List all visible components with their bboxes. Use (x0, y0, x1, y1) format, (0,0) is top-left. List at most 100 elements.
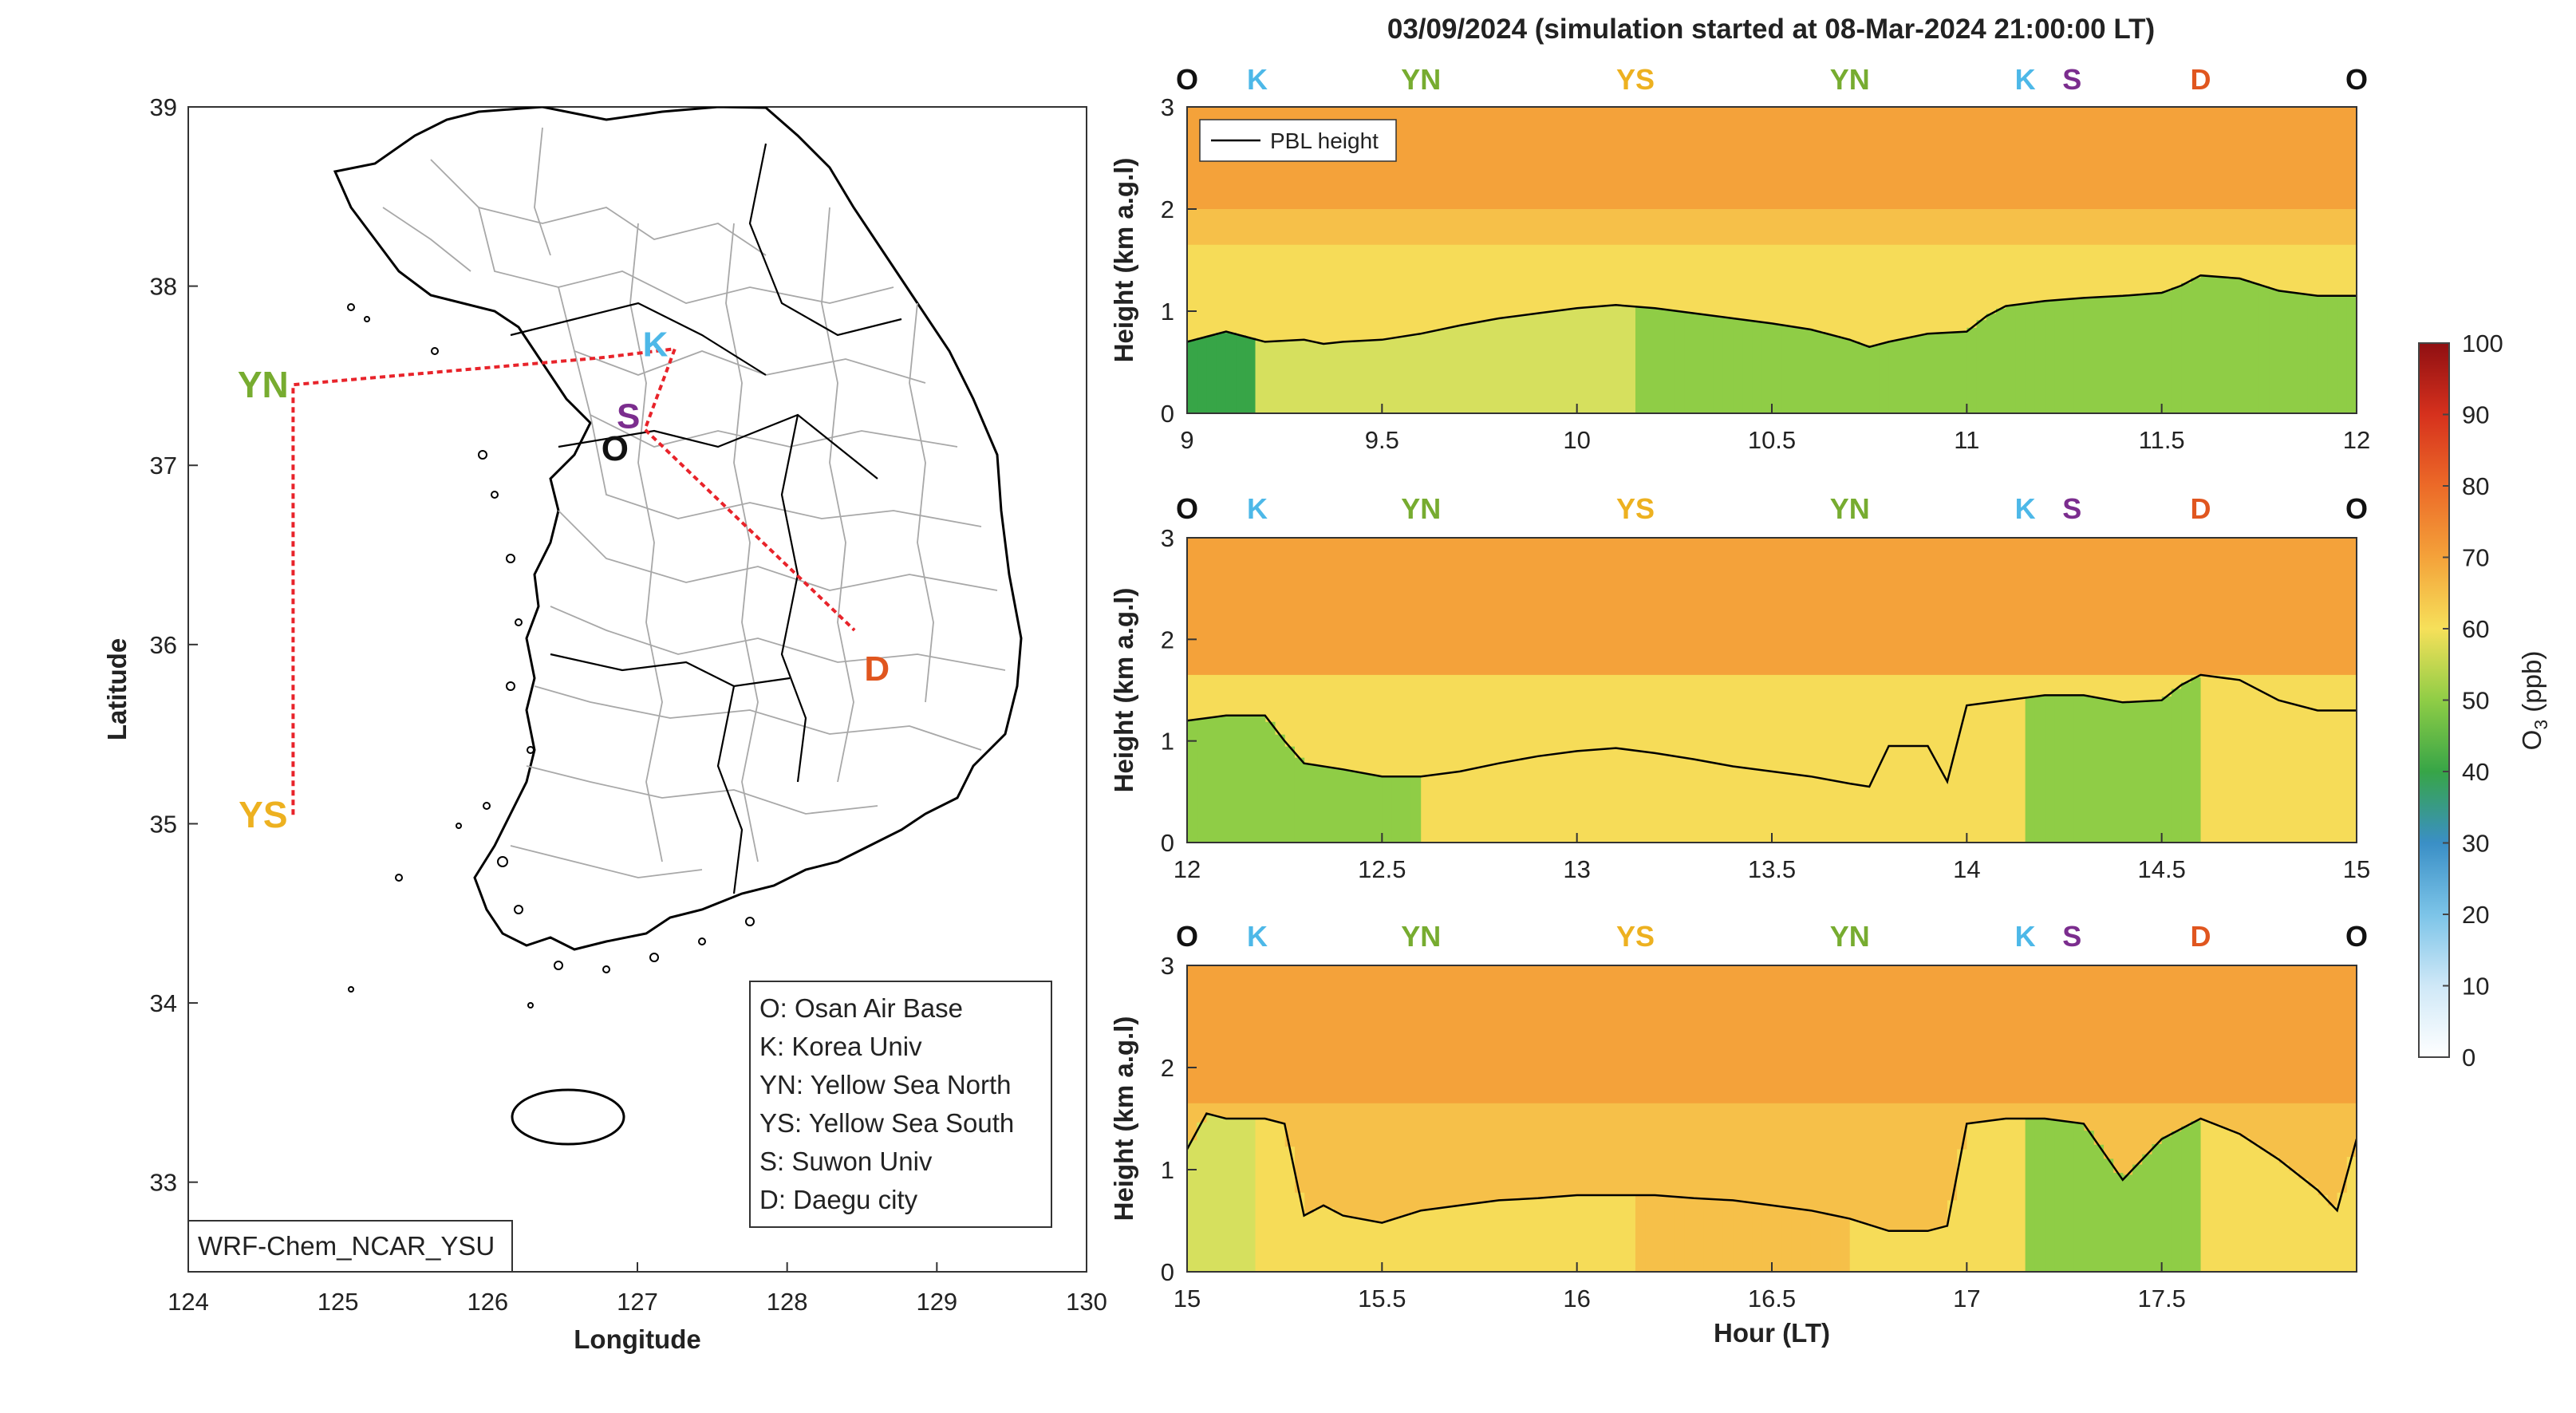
o3-boundary-layer-cell (1742, 1202, 1753, 1272)
o3-boundary-layer-cell (2015, 1119, 2026, 1272)
o3-boundary-layer-cell (1898, 338, 1909, 413)
o3-boundary-layer-cell (1460, 770, 1470, 843)
o3-boundary-layer-cell (2327, 1205, 2338, 1272)
o3-boundary-layer-cell (1450, 772, 1461, 843)
o3-boundary-layer-cell (1430, 330, 1442, 413)
o3-boundary-layer-cell (1498, 762, 1509, 843)
station-label-ys: YS (1616, 492, 1655, 525)
o3-boundary-layer-cell (2200, 675, 2211, 843)
o3-boundary-layer-cell (1713, 1199, 1724, 1272)
panel-x-tick-label: 16 (1563, 1285, 1590, 1312)
o3-boundary-layer-cell (2230, 679, 2240, 843)
o3-boundary-layer-cell (1761, 1205, 1773, 1272)
o3-boundary-layer-cell (1869, 1226, 1880, 1272)
panel-y-axis-label: Height (km a.g.l) (1109, 1016, 1138, 1222)
o3-boundary-layer-cell (1333, 342, 1344, 413)
station-label-o: O (2345, 920, 2368, 953)
map-site-legend: O: Osan Air Base K: Korea Univ YN: Yello… (749, 981, 1052, 1228)
panel-x-tick-label: 13 (1563, 855, 1590, 883)
panel-y-tick-label: 0 (1161, 400, 1174, 428)
o3-boundary-layer-cell (2103, 1158, 2114, 1272)
pbl-legend-label: PBL height (1270, 128, 1379, 153)
colorbar: 0 10 20 30 40 50 60 70 80 90 100 O3 (ppb) (2418, 330, 2551, 1072)
o3-boundary-layer-cell (1859, 345, 1870, 413)
o3-boundary-layer-cell (2045, 695, 2055, 843)
panel-y-axis-label: Height (km a.g.l) (1109, 588, 1138, 793)
o3-boundary-layer-cell (2045, 1119, 2055, 1272)
o3-boundary-layer-cell (2307, 1186, 2318, 1272)
pbl-height-line (1187, 274, 2357, 349)
map-y-tick-label: 38 (150, 273, 177, 301)
o3-boundary-layer-cell (1625, 749, 1636, 843)
o3-boundary-layer-cell (1810, 330, 1821, 413)
station-label-ys: YS (1616, 920, 1655, 953)
panel-x-tick-label: 12 (1174, 855, 1201, 883)
o3-boundary-layer-cell (1410, 334, 1422, 413)
o3-boundary-layer-cell (1382, 1221, 1393, 1272)
o3-boundary-layer-cell (2210, 677, 2221, 843)
o3-boundary-layer-cell (1918, 334, 1929, 413)
o3-boundary-layer-cell (1947, 1200, 1958, 1272)
o3-boundary-layer-cell (1225, 333, 1237, 413)
o3-boundary-layer-cell (1557, 752, 1568, 843)
o3-boundary-layer-cell (1821, 333, 1831, 413)
o3-boundary-layer-cell (2337, 710, 2348, 843)
o3-boundary-layer-cell (2346, 1157, 2357, 1272)
o3-boundary-layer-cell (1509, 316, 1519, 413)
o3-boundary-layer-cell (1674, 311, 1685, 413)
o3-boundary-layer-cell (2034, 302, 2045, 413)
o3-boundary-layer-cell (2298, 1178, 2309, 1272)
o3-boundary-layer-cell (1284, 746, 1295, 843)
o3-boundary-layer-cell (1362, 1220, 1373, 1272)
colorbar-tick-label: 20 (2462, 901, 2489, 929)
o3-boundary-layer-cell (2083, 298, 2094, 413)
o3-boundary-layer-cell (1294, 340, 1305, 413)
map-legend-item: D: Daegu city (759, 1185, 918, 1214)
o3-boundary-layer-cell (1596, 749, 1607, 843)
o3-boundary-layer-cell (1947, 762, 1958, 843)
map-y-axis-label: Latitude (102, 638, 132, 740)
panel-y-tick-label: 0 (1161, 829, 1174, 857)
o3-boundary-layer-cell (2112, 296, 2124, 413)
o3-boundary-layer-cell (1236, 715, 1246, 843)
panel-y-tick-label: 2 (1161, 1054, 1174, 1082)
station-label-o: O (2345, 63, 2368, 96)
map-y-tick-label: 33 (150, 1169, 177, 1197)
panel-y-tick-label: 3 (1161, 524, 1174, 552)
station-label-k: K (2015, 920, 2036, 953)
o3-boundary-layer-cell (1927, 1229, 1939, 1272)
o3-boundary-layer-cell (1859, 1223, 1870, 1272)
panel-x-tick-label: 9.5 (1365, 426, 1399, 454)
o3-boundary-layer-cell (2278, 701, 2290, 843)
panel-x-tick-label: 17.5 (2137, 1285, 2185, 1312)
o3-boundary-layer-cell (1781, 1207, 1793, 1272)
o3-boundary-layer-cell (1284, 340, 1295, 413)
o3-boundary-layer-cell (1576, 307, 1588, 413)
o3-boundary-layer-cell (2278, 291, 2290, 413)
o3-boundary-layer-cell (2346, 710, 2357, 843)
o3-boundary-layer-cell (1372, 1222, 1383, 1272)
o3-boundary-layer-cell (2288, 1170, 2299, 1272)
o3-boundary-layer-cell (1645, 307, 1655, 413)
o3-boundary-layer-cell (1645, 1195, 1655, 1272)
o3-boundary-layer-cell (2073, 695, 2085, 843)
map-y-tick-label: 39 (150, 93, 177, 121)
o3-boundary-layer-cell (1810, 777, 1821, 843)
o3-boundary-layer-cell (1908, 337, 1919, 413)
o3-boundary-layer-cell (1362, 340, 1373, 413)
jeju-island (511, 1088, 625, 1146)
colorbar-ticks: 0 10 20 30 40 50 60 70 80 90 100 (2443, 330, 2503, 1072)
o3-boundary-layer-cell (2142, 701, 2153, 843)
pbl-legend: PBL height (1199, 119, 1397, 162)
o3-boundary-layer-cell (2171, 689, 2182, 843)
o3-boundary-layer-cell (2093, 1144, 2104, 1272)
station-label-yn: YN (1401, 492, 1441, 525)
o3-boundary-layer-cell (1391, 337, 1402, 413)
colorbar-tick-label: 80 (2462, 472, 2489, 500)
o3-boundary-layer-cell (1245, 337, 1256, 413)
o3-boundary-layer-cell (1830, 1215, 1841, 1272)
o3-boundary-layer-cell (2288, 704, 2299, 843)
figure-title: 03/09/2024 (simulation started at 08-Mar… (1387, 14, 2155, 45)
o3-boundary-layer-cell (2210, 1124, 2221, 1272)
map-x-ticks: 124 125 126 127 128 129 130 (168, 1262, 1107, 1316)
